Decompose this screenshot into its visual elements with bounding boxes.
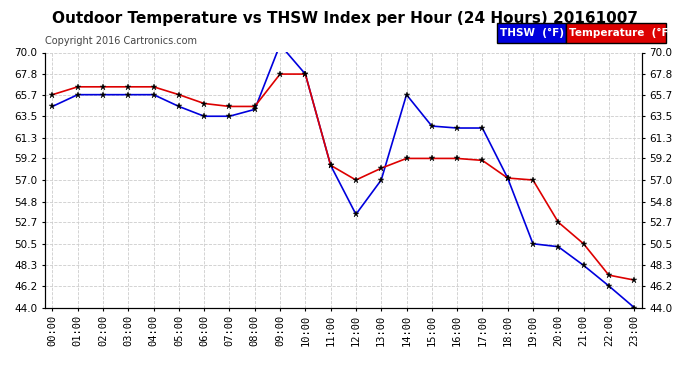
Text: Copyright 2016 Cartronics.com: Copyright 2016 Cartronics.com <box>45 36 197 46</box>
Text: Outdoor Temperature vs THSW Index per Hour (24 Hours) 20161007: Outdoor Temperature vs THSW Index per Ho… <box>52 11 638 26</box>
Text: THSW  (°F): THSW (°F) <box>500 28 564 38</box>
Text: Temperature  (°F): Temperature (°F) <box>569 28 673 38</box>
